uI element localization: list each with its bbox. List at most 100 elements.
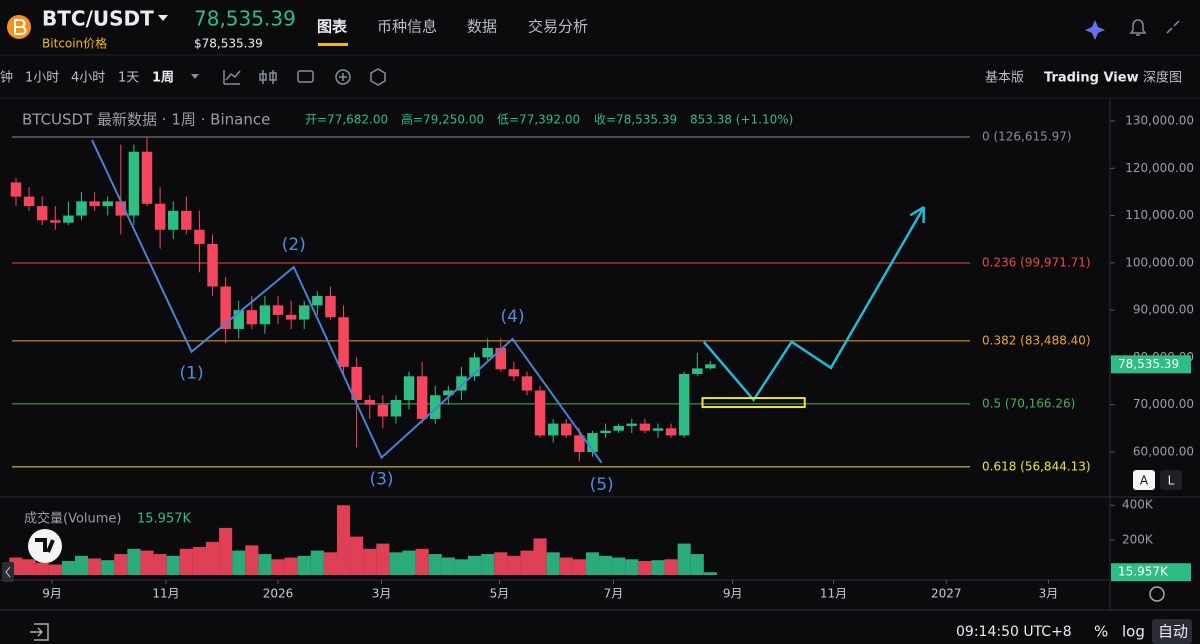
interval-dropdown[interactable] (191, 74, 199, 79)
candle-body (312, 295, 323, 306)
bell-icon[interactable] (1129, 19, 1147, 36)
indicator-icon[interactable] (223, 70, 241, 85)
volume-bar (376, 543, 390, 575)
candle-body (167, 210, 179, 230)
y-tick-label: 100,000.00 (1125, 255, 1194, 269)
scale-button-label: A (1140, 474, 1149, 488)
tab[interactable]: 交易分析 (528, 18, 588, 36)
subtitle[interactable]: Bitcoin价格 (42, 36, 107, 51)
view-option[interactable]: 深度图 (1143, 70, 1182, 86)
price-tag-label: 78,535.39 (1118, 357, 1179, 371)
candle-body (76, 201, 87, 216)
volume-bar (468, 555, 482, 575)
candle-body (194, 229, 205, 244)
candle-body (154, 203, 166, 230)
interval[interactable]: 1天 (118, 71, 139, 86)
y-tick-label: 130,000.00 (1125, 113, 1194, 127)
volume-bar (166, 555, 180, 575)
wave-label: (1) (180, 364, 204, 384)
fib-label: 0.618 (56,844.13) (982, 459, 1091, 473)
axis-settings-icon[interactable] (1149, 586, 1165, 602)
tab[interactable]: 数据 (467, 18, 497, 36)
candle-body (587, 433, 598, 452)
arrow-head (909, 205, 925, 217)
camera-icon[interactable] (297, 70, 314, 83)
volume-bar (35, 562, 49, 575)
volume-bar (664, 559, 678, 575)
volume-bar (507, 555, 521, 575)
volume-bar (48, 564, 62, 575)
price: 78,535.39 (194, 7, 296, 31)
projection-line (702, 206, 926, 403)
volume-bar (205, 541, 220, 575)
ai-icon[interactable] (1085, 20, 1105, 40)
candle-body (652, 428, 664, 431)
interval[interactable]: 4小时 (71, 71, 105, 86)
settings-icon[interactable] (370, 68, 386, 86)
candle-body (678, 373, 690, 436)
volume-bar (245, 545, 259, 575)
x-tick-label: 9月 (42, 587, 62, 601)
candle-body (416, 376, 428, 419)
candle-body (639, 423, 651, 431)
candle-icon[interactable] (259, 70, 277, 84)
tab[interactable]: 币种信息 (377, 18, 437, 36)
x-tick-label: 9月 (723, 587, 743, 601)
volume-bar (546, 552, 560, 575)
volume-bar (101, 560, 115, 575)
volume-bar (363, 548, 377, 575)
candle-body (534, 390, 546, 436)
candle-body (220, 286, 231, 330)
interval[interactable]: 钟 (0, 70, 13, 86)
volume-bar (612, 557, 626, 575)
view-option[interactable]: Trading View (1044, 71, 1139, 86)
view-option[interactable]: 基本版 (985, 71, 1024, 86)
tab[interactable]: 图表 (317, 18, 348, 36)
x-tick-label: 11月 (152, 587, 179, 601)
interval[interactable]: 1周 (152, 71, 174, 86)
fib-label: 0.236 (99,971.71) (982, 255, 1091, 269)
candle-body (63, 215, 74, 223)
volume-bar (533, 538, 547, 575)
add-icon[interactable] (335, 69, 351, 85)
candle-body (181, 210, 192, 230)
volume-bar (350, 536, 364, 575)
price-usd: $78,535.39 (194, 37, 263, 51)
fib-label: 0 (126,615.97) (982, 129, 1072, 143)
candle-body (298, 305, 310, 320)
y-tick-label: 90,000.00 (1133, 303, 1194, 317)
candle-body (115, 201, 127, 216)
volume-bar (520, 550, 534, 575)
candle-body (403, 376, 415, 400)
legend-symbol: BTCUSDT 最新数据 · 1周 · Binance (22, 111, 270, 129)
collapse-button[interactable] (2, 562, 14, 582)
scale-button[interactable] (1133, 470, 1155, 490)
footer-button[interactable]: log (1122, 623, 1145, 641)
candle-body (89, 201, 100, 207)
x-tick-label: 2027 (931, 587, 962, 601)
candle-body (665, 428, 677, 436)
auto-button-box[interactable] (1152, 619, 1192, 644)
candle-body (390, 399, 402, 417)
volume-bar (297, 555, 311, 575)
fib-label: 0.382 (83,488.40) (982, 333, 1091, 347)
volume-bar (310, 550, 324, 575)
coin-glyph (14, 19, 27, 35)
legend-open: 开=77,682.00 (305, 113, 388, 127)
x-tick-label: 2026 (263, 587, 294, 601)
date-range-icon[interactable] (30, 623, 49, 641)
interval[interactable]: 1小时 (25, 71, 59, 86)
footer-button[interactable]: % (1094, 623, 1108, 641)
pair-dropdown[interactable] (158, 15, 168, 21)
pair[interactable]: BTC/USDT (42, 7, 154, 31)
y-tick-label: 120,000.00 (1125, 161, 1194, 175)
collapse-icon[interactable] (1166, 20, 1180, 34)
volume-bar (625, 559, 639, 575)
scale-button[interactable] (1160, 470, 1182, 490)
footer-button[interactable]: 自动 (1158, 623, 1188, 641)
volume-bar (192, 547, 206, 575)
volume-bar (61, 561, 75, 575)
volume-bar (441, 557, 455, 575)
volume-bar (415, 548, 429, 575)
